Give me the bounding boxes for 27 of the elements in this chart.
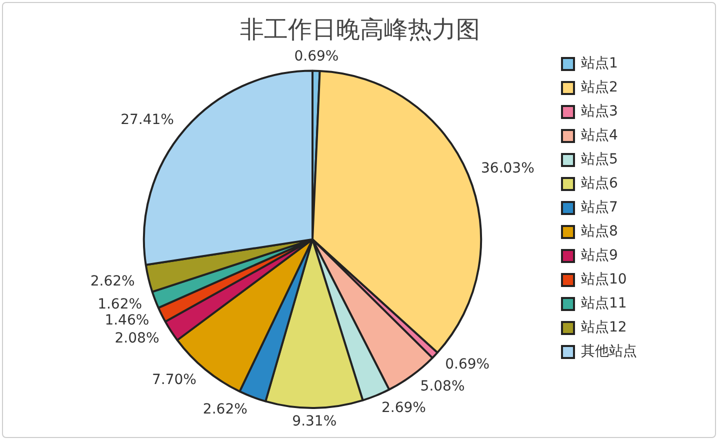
- data-label: 27.41%: [120, 112, 174, 128]
- data-label: 1.46%: [104, 312, 150, 329]
- data-label: 2.69%: [381, 400, 426, 416]
- data-label: 7.70%: [152, 372, 196, 388]
- data-label: 0.69%: [445, 356, 490, 373]
- legend-label: 站点6: [581, 176, 618, 192]
- legend-label: 站点7: [581, 200, 618, 216]
- data-label: 5.08%: [420, 378, 465, 394]
- legend-label: 站点2: [581, 80, 618, 96]
- data-label: 1.62%: [98, 296, 142, 313]
- legend-label: 站点11: [581, 296, 627, 312]
- data-label: 2.08%: [114, 330, 160, 346]
- data-label: 9.31%: [292, 414, 337, 430]
- legend-label: 站点9: [581, 248, 618, 264]
- data-label: 36.03%: [481, 160, 534, 177]
- chart-title: 非工作日晚高峰热力图: [240, 16, 480, 44]
- legend-label: 其他站点: [581, 344, 637, 360]
- legend-label: 站点1: [581, 56, 618, 72]
- legend-label: 站点4: [581, 128, 618, 144]
- legend-label: 站点8: [581, 224, 618, 240]
- legend-label: 站点10: [581, 272, 627, 288]
- legend-label: 站点5: [581, 152, 618, 168]
- data-label: 2.62%: [90, 273, 135, 290]
- legend-label: 站点3: [581, 104, 618, 120]
- data-label: 0.69%: [294, 48, 339, 64]
- legend-label: 站点12: [581, 320, 627, 336]
- data-label: 2.62%: [202, 402, 248, 418]
